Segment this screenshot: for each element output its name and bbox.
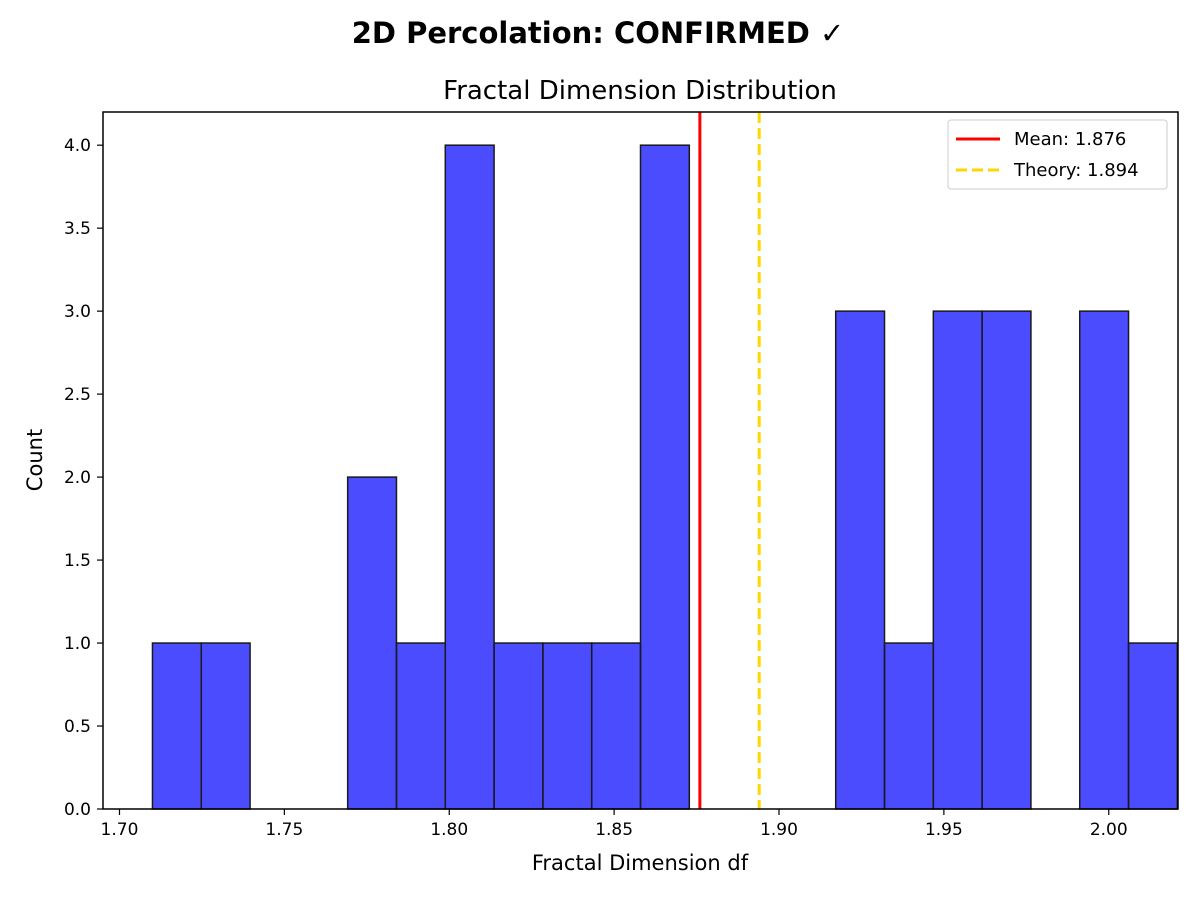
x-tick-label: 1.80 — [430, 820, 468, 840]
histogram-bar — [395, 642, 447, 810]
x-tick-label: 1.70 — [101, 820, 139, 840]
reference-lines — [698, 112, 761, 809]
histogram-bar — [1078, 310, 1130, 810]
x-tick-label: 1.90 — [760, 820, 798, 840]
plot-frame — [102, 111, 1179, 810]
histogram-bar — [542, 642, 593, 810]
x-tick-label: 1.95 — [925, 820, 963, 840]
histogram-bar — [200, 642, 251, 810]
histogram-bar — [151, 642, 203, 810]
y-tick-label: 0.0 — [64, 800, 91, 820]
histogram-bar — [883, 642, 935, 810]
legend-mean-label: Mean: 1.876 — [1014, 129, 1126, 150]
histogram-bar — [834, 310, 886, 810]
y-tick-label: 2.5 — [64, 385, 91, 405]
chart-title: Fractal Dimension Distribution — [443, 76, 837, 106]
y-tick-label: 3.5 — [64, 219, 91, 239]
x-tick-label: 1.75 — [265, 820, 303, 840]
y-tick-label: 1.5 — [64, 551, 91, 571]
y-axis-ticks: 0.0 0.5 1.0 1.5 2.0 2.5 3.0 3.5 4.0 — [64, 136, 103, 820]
legend-theory-label: Theory: 1.894 — [1013, 160, 1139, 181]
legend-box — [947, 119, 1168, 190]
legend: Mean: 1.876 Theory: 1.894 — [947, 119, 1168, 190]
x-axis-label: Fractal Dimension df — [532, 851, 749, 875]
histogram-bar — [639, 144, 691, 810]
y-tick-label: 1.0 — [64, 634, 91, 654]
histogram-bar — [346, 476, 398, 810]
x-tick-label: 1.85 — [595, 820, 633, 840]
y-tick-label: 0.5 — [64, 717, 91, 737]
histogram-bar — [1127, 642, 1179, 810]
figure-suptitle: 2D Percolation: CONFIRMED ✓ — [352, 16, 845, 50]
y-tick-label: 3.0 — [64, 302, 91, 322]
x-axis-ticks: 1.70 1.75 1.80 1.85 1.90 1.95 2.00 — [101, 809, 1128, 840]
histogram-bars — [151, 144, 1179, 810]
histogram-bar — [493, 642, 544, 810]
histogram-bar — [590, 642, 642, 810]
histogram-bar — [981, 310, 1032, 810]
x-tick-label: 2.00 — [1090, 820, 1128, 840]
histogram-bar — [444, 144, 495, 810]
y-tick-label: 4.0 — [64, 136, 91, 156]
y-tick-label: 2.0 — [64, 468, 91, 488]
histogram-bar — [932, 310, 983, 810]
y-axis-label: Count — [23, 429, 47, 491]
